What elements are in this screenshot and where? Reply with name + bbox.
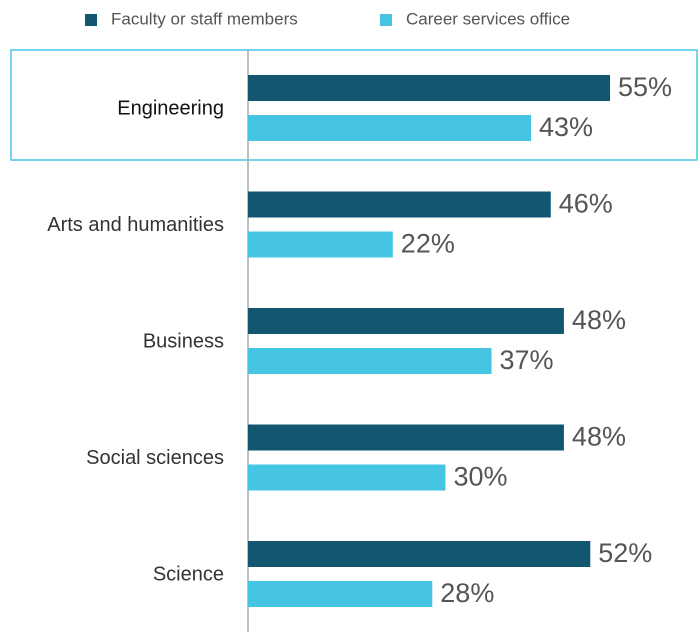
bar [248,464,446,491]
legend-label: Career services office [406,9,570,28]
value-label: 52% [598,538,652,568]
bar [248,191,551,218]
bar [248,75,610,101]
legend-label: Faculty or staff members [111,9,298,28]
value-label: 43% [539,112,593,142]
legend-swatch [85,14,97,26]
category-label: Business [143,330,224,352]
value-label: 55% [618,72,672,102]
highlight-box [10,49,698,161]
bar [248,348,492,374]
bar [248,231,393,258]
category-label: Social sciences [86,447,224,469]
value-label: 22% [401,229,455,259]
value-label: 28% [440,578,494,608]
value-label: 48% [572,305,626,335]
value-label: 30% [453,462,507,492]
legend-swatch [380,14,392,26]
value-label: 48% [572,422,626,452]
bar [248,115,532,141]
value-label: 37% [500,345,554,375]
bar [248,581,433,607]
category-label: Science [153,563,224,585]
category-label: Engineering [117,97,224,119]
bar [248,424,564,451]
bar [248,308,564,334]
legend: Faculty or staff members Career services … [85,9,570,28]
bar [248,541,591,567]
category-label: Arts and humanities [47,214,224,236]
value-label: 46% [559,189,613,219]
